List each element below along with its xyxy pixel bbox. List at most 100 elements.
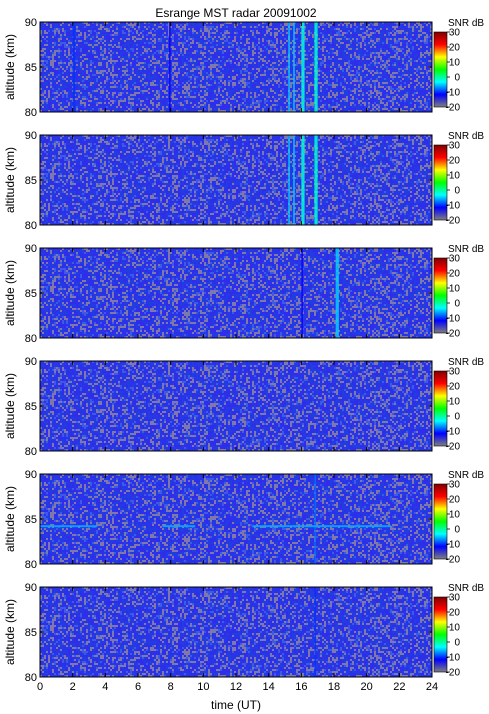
colorbar-tick-label: 0 [454, 73, 460, 84]
y-tick-label: 80 [25, 672, 37, 684]
y-axis-label: altitude (km) [3, 599, 17, 665]
snr-heatmap [40, 474, 432, 564]
y-tick-label: 80 [25, 107, 37, 119]
snr-heatmap [40, 587, 432, 677]
colorbar-label: SNR dB [448, 131, 484, 142]
colorbar [433, 144, 448, 221]
colorbar-tick-label: 20 [449, 608, 461, 619]
y-axis-label: altitude (km) [3, 147, 17, 213]
colorbar-tick-label: -20 [446, 668, 461, 679]
colorbar-tick-label: -10 [446, 653, 461, 664]
colorbar-label: SNR dB [448, 357, 484, 368]
y-axis-label: altitude (km) [3, 373, 17, 439]
echo-band [314, 474, 317, 564]
colorbar-tick-label: 10 [449, 58, 461, 69]
y-axis-label: altitude (km) [3, 486, 17, 552]
y-axis-label: altitude (km) [3, 34, 17, 100]
y-tick-label: 85 [25, 288, 37, 300]
echo-band [314, 587, 317, 677]
colorbar-tick-label: 10 [449, 284, 461, 295]
colorbar-tick-label: 30 [449, 28, 461, 39]
echo-band [314, 22, 318, 112]
x-tick-label: 12 [230, 681, 242, 693]
colorbar-tick-label: 30 [449, 480, 461, 491]
colorbar-tick-label: 30 [449, 593, 461, 604]
colorbar-tick-label: 0 [454, 638, 460, 649]
y-tick-label: 85 [25, 401, 37, 413]
y-tick-label: 80 [25, 220, 37, 232]
colorbar-tick-label: 20 [449, 43, 461, 54]
colorbar-tick-label: -20 [446, 216, 461, 227]
colorbar [433, 596, 448, 673]
colorbar-tick-label: 20 [449, 156, 461, 167]
echo-band [301, 135, 305, 225]
y-tick-label: 90 [25, 17, 37, 29]
snr-heatmap [40, 135, 432, 225]
colorbar-tick-label: 10 [449, 623, 461, 634]
colorbar-tick-label: -10 [446, 88, 461, 99]
x-tick-label: 18 [328, 681, 340, 693]
colorbar-tick-label: 10 [449, 397, 461, 408]
colorbar-tick-label: -10 [446, 314, 461, 325]
colorbar-tick-label: -10 [446, 201, 461, 212]
colorbar-label: SNR dB [448, 583, 484, 594]
colorbar-tick-label: 0 [454, 412, 460, 423]
snr-heatmap [40, 248, 432, 338]
colorbar-tick-label: -20 [446, 329, 461, 340]
colorbar [433, 370, 448, 447]
colorbar-tick-label: -20 [446, 555, 461, 566]
colorbar-tick-label: -10 [446, 540, 461, 551]
echo-band [169, 22, 171, 112]
snr-heatmap [40, 361, 432, 451]
x-tick-label: 20 [361, 681, 373, 693]
colorbar-tick-label: 0 [454, 299, 460, 310]
x-tick-label: 10 [197, 681, 209, 693]
y-tick-label: 90 [25, 356, 37, 368]
x-tick-label: 6 [135, 681, 141, 693]
y-tick-label: 80 [25, 446, 37, 458]
y-tick-label: 90 [25, 582, 37, 594]
echo-band [288, 22, 290, 112]
colorbar-tick-label: 30 [449, 254, 461, 265]
colorbar [433, 483, 448, 560]
echo-band [301, 248, 303, 338]
x-axis-label: time (UT) [211, 698, 261, 712]
echo-layer [252, 525, 392, 528]
echo-band [301, 22, 305, 112]
colorbar-tick-label: 30 [449, 141, 461, 152]
x-tick-label: 4 [102, 681, 108, 693]
y-tick-label: 85 [25, 175, 37, 187]
x-tick-label: 0 [37, 681, 43, 693]
colorbar [433, 257, 448, 334]
colorbar-tick-label: 20 [449, 269, 461, 280]
y-axis-label: altitude (km) [3, 260, 17, 326]
echo-layer [40, 525, 98, 528]
colorbar-label: SNR dB [448, 244, 484, 255]
x-tick-label: 8 [168, 681, 174, 693]
echo-layer [162, 525, 196, 528]
colorbar-label: SNR dB [448, 470, 484, 481]
colorbar-tick-label: 10 [449, 510, 461, 521]
x-tick-label: 16 [295, 681, 307, 693]
snr-heatmap [40, 22, 432, 112]
colorbar-tick-label: 10 [449, 171, 461, 182]
y-tick-label: 85 [25, 62, 37, 74]
colorbar [433, 31, 448, 108]
x-tick-label: 22 [393, 681, 405, 693]
chart-title: Esrange MST radar 20091002 [155, 6, 317, 20]
colorbar-tick-label: 30 [449, 367, 461, 378]
colorbar-tick-label: 0 [454, 186, 460, 197]
y-tick-label: 90 [25, 469, 37, 481]
echo-band [314, 135, 318, 225]
colorbar-tick-label: 20 [449, 382, 461, 393]
echo-band [293, 135, 295, 225]
colorbar-tick-label: -10 [446, 427, 461, 438]
y-tick-label: 80 [25, 559, 37, 571]
